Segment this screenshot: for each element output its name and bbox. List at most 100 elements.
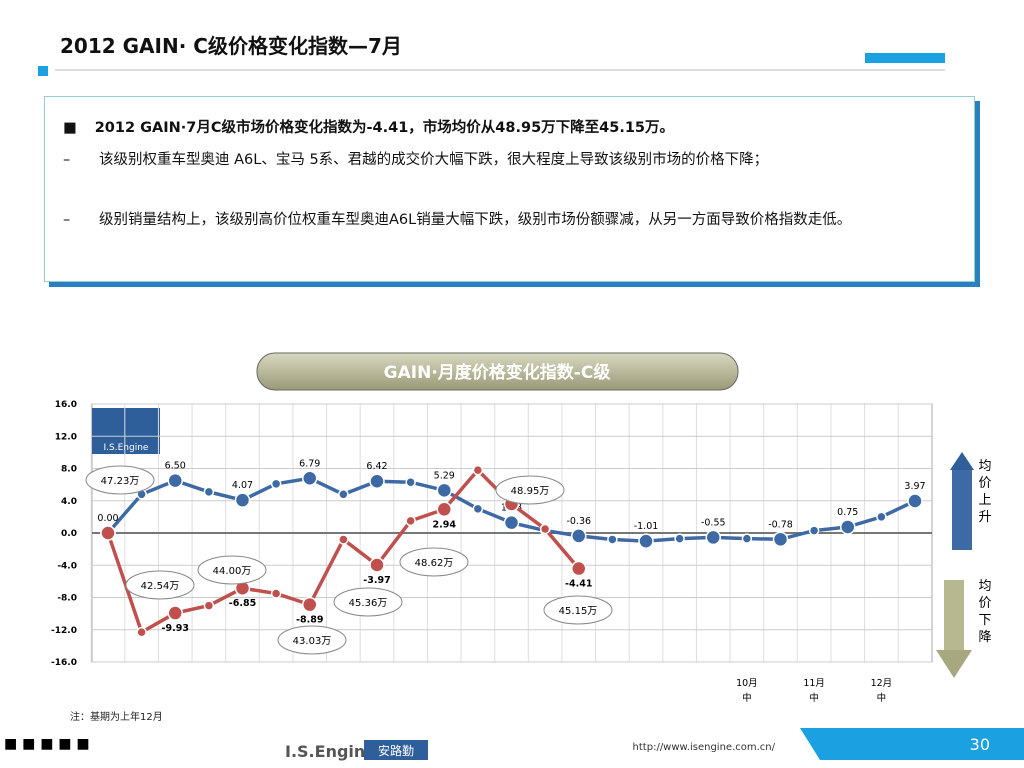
x-tick-label: 11月中 — [803, 678, 825, 704]
data-label: 6.79 — [299, 458, 320, 469]
side-label: 均 — [978, 459, 991, 474]
down-arrow — [936, 650, 972, 678]
data-label: 2.94 — [433, 519, 457, 530]
side-label: 均 — [978, 579, 991, 594]
data-label: -6.85 — [229, 598, 256, 609]
y-tick-label: -12.0 — [51, 626, 77, 636]
callout — [495, 475, 565, 505]
callout-text: 44.00万 — [213, 566, 252, 577]
callout — [333, 587, 403, 617]
side-label: 价 — [978, 476, 991, 491]
slide-title: 2012 GAIN· C级价格变化指数—7月 — [60, 34, 402, 58]
callout — [125, 570, 195, 600]
dots: ■ ■ ■ ■ ■ — [4, 736, 90, 752]
up-shaft — [952, 470, 972, 550]
page-number: 30 — [970, 735, 990, 754]
url: http://www.isengine.com.cn/ — [633, 742, 776, 753]
side-label: 价 — [978, 596, 991, 611]
title-decor — [38, 53, 945, 76]
title-pill — [256, 352, 739, 391]
point — [840, 519, 856, 535]
data-label: 6.42 — [366, 461, 387, 472]
point — [203, 486, 215, 498]
point — [302, 596, 318, 613]
data-label: -0.55 — [701, 517, 726, 528]
marker: ■ — [63, 120, 77, 136]
marker: – — [63, 212, 71, 228]
y-tick-label: 16.0 — [55, 400, 77, 410]
point — [405, 476, 416, 488]
bullet-text: 2012 GAIN·7月C级市场价格变化指数为-4.41，市场均价从48.95万… — [94, 120, 675, 136]
point — [607, 534, 618, 545]
point — [539, 523, 551, 535]
point — [741, 533, 753, 544]
point — [136, 626, 147, 638]
bullet: – 该级别权重车型奥迪 A6L、宝马 5系、君越的成交价大幅下跌，很大程度上导致该… — [63, 149, 953, 172]
footer-band — [800, 728, 1024, 760]
y-tick-label: 12.0 — [55, 432, 77, 442]
data-label: 3.97 — [904, 481, 925, 492]
x-tick-label: 12月中 — [871, 678, 893, 704]
callout-text: 45.15万 — [559, 606, 598, 617]
bullet: – 级别销量结构上，该级别高价位权重车型奥迪A6L销量大幅下跌，级别市场份额骤减，… — [63, 209, 953, 232]
data-label: -3.97 — [363, 575, 390, 586]
y-tick-label: -8.0 — [57, 594, 77, 604]
point — [503, 514, 520, 531]
down-shaft — [944, 580, 964, 650]
point — [436, 482, 452, 499]
text-box: ■ 2012 GAIN·7月C级市场价格变化指数为-4.41，市场均价从48.95… — [44, 96, 975, 282]
brand-cn-box — [364, 740, 428, 760]
point — [876, 511, 887, 523]
point — [808, 525, 820, 536]
point — [907, 493, 923, 509]
point — [167, 472, 183, 489]
point — [338, 489, 349, 500]
point — [772, 531, 789, 548]
note: 注：基期为上年12月 — [70, 710, 163, 723]
point — [203, 600, 215, 611]
brand-cn: 安路勤 — [378, 743, 414, 758]
data-label: 5.29 — [434, 470, 455, 481]
data-label: -4.41 — [565, 579, 592, 590]
point — [369, 557, 385, 573]
footer: ■ ■ ■ ■ ■ I.S.Engine 安路勤 http://www.isen… — [4, 728, 1024, 761]
callout — [399, 547, 469, 577]
side-label: 降 — [978, 630, 991, 645]
data-label: -9.93 — [162, 623, 189, 634]
side-label: 下 — [978, 613, 991, 628]
bullet-text: 该级别权重车型奥迪 A6L、宝马 5系、君越的成交价大幅下跌，很大程度上导致该级… — [99, 152, 769, 168]
callout — [543, 595, 613, 625]
y-tick-label: -4.0 — [57, 561, 77, 571]
point — [369, 473, 385, 489]
y-tick-label: 0.0 — [61, 529, 77, 539]
data-label: -8.89 — [296, 615, 323, 626]
callout-text: 48.95万 — [511, 486, 550, 497]
data-label: 0.00 — [97, 513, 118, 524]
point — [571, 560, 587, 577]
point — [705, 529, 721, 546]
point — [405, 515, 416, 527]
bullet-text: 级别销量结构上，该级别高价位权重车型奥迪A6L销量大幅下跌，级别市场份额骤减，从… — [99, 212, 852, 228]
brand: I.S.Engine — [285, 742, 376, 761]
callout-text: 45.36万 — [349, 598, 388, 609]
callout-text: 48.62万 — [415, 558, 454, 569]
data-label: -1.01 — [634, 521, 659, 532]
chart: GAIN·月度价格变化指数-C级 I.S.Engine 注：基期为上年12月 ■… — [4, 352, 1024, 761]
point — [234, 492, 251, 508]
side-label: 升 — [978, 510, 991, 525]
up-arrow — [950, 452, 974, 470]
callout — [85, 465, 155, 495]
callout-text: 47.23万 — [101, 476, 140, 487]
logo-text: I.S.Engine — [104, 443, 149, 453]
y-tick-label: 4.0 — [61, 497, 77, 507]
data-label: 6.50 — [165, 461, 186, 472]
point — [270, 478, 282, 490]
point — [472, 503, 484, 515]
data-label: -0.78 — [768, 519, 793, 530]
bullet: ■ 2012 GAIN·7月C级市场价格变化指数为-4.41，市场均价从48.95… — [63, 117, 674, 140]
data-label: 4.07 — [232, 480, 253, 491]
callout — [277, 625, 347, 655]
callout — [197, 555, 267, 585]
point — [674, 533, 685, 544]
